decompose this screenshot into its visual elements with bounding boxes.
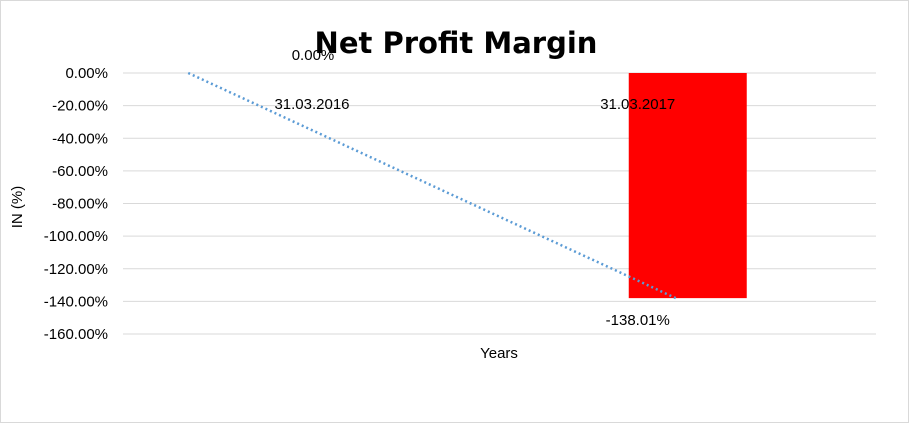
y-tick-label: -20.00%: [52, 98, 108, 115]
data-label: 0.00%: [292, 47, 335, 64]
y-axis-ticks: 0.00% -20.00% -40.00% -60.00% -80.00% -100.00…: [44, 65, 108, 343]
y-tick-label: 0.00%: [65, 65, 108, 82]
y-tick-label: -60.00%: [52, 163, 108, 180]
y-tick-label: -140.00%: [44, 293, 108, 310]
category-label: 31.03.2016: [274, 96, 349, 113]
y-tick-label: -80.00%: [52, 196, 108, 213]
y-tick-label: -40.00%: [52, 130, 108, 147]
gridlines: [123, 72, 876, 335]
bars: [628, 73, 747, 299]
y-tick-label: -160.00%: [44, 326, 108, 343]
bar: [628, 73, 747, 299]
data-label: -138.01%: [606, 312, 670, 329]
labels: 0.00% -138.01% 31.03.2016 31.03.2017: [274, 47, 675, 329]
y-tick-label: -120.00%: [44, 261, 108, 278]
category-label: 31.03.2017: [600, 96, 675, 113]
y-tick-label: -100.00%: [44, 228, 108, 245]
chart-title: Net Profit Margin: [315, 26, 598, 60]
y-axis-label: IN (%): [9, 186, 26, 229]
x-axis-label: Years: [480, 345, 518, 362]
